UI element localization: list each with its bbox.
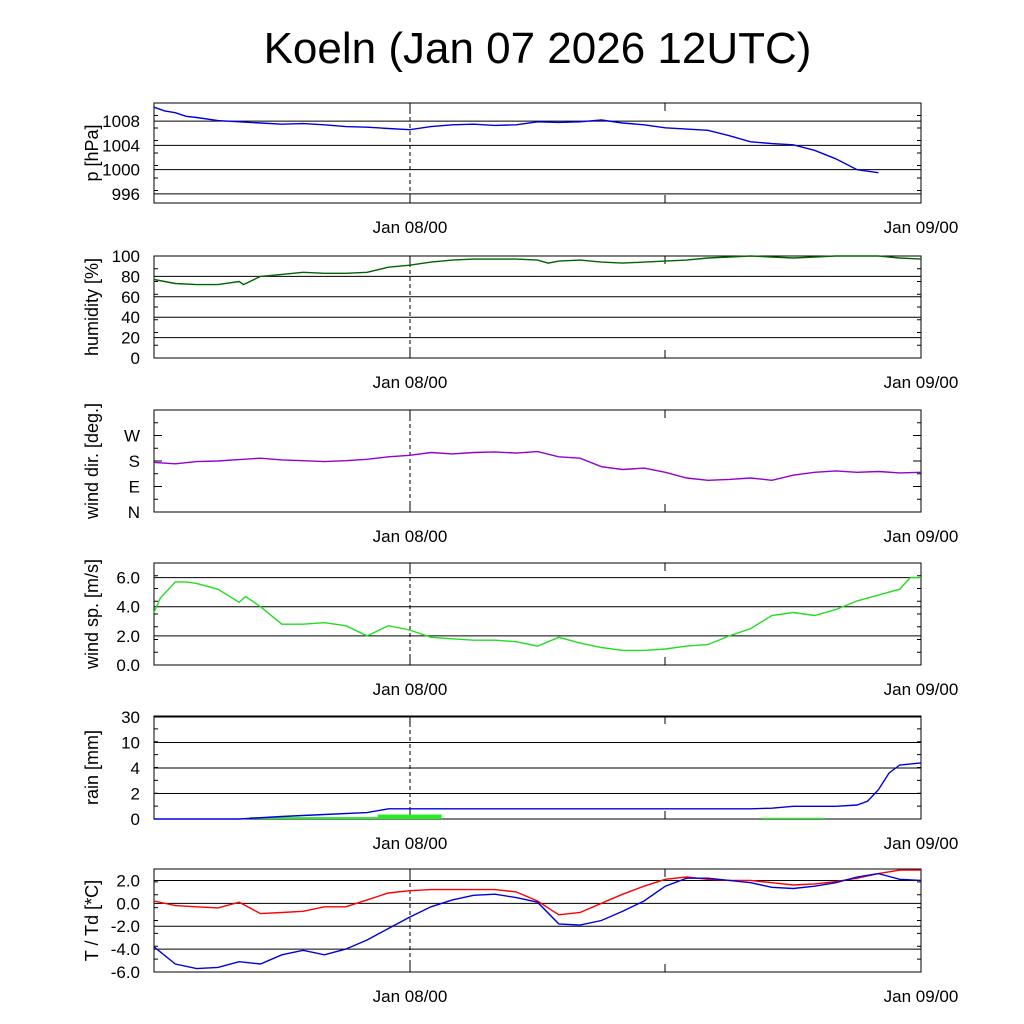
x-tick-label: Jan 08/00 xyxy=(373,834,448,853)
y-tick-label: S xyxy=(129,452,140,471)
panel-frame xyxy=(153,102,922,204)
y-tick-label: 0.0 xyxy=(116,656,140,675)
y-tick-label: 0 xyxy=(131,349,140,368)
x-tick-label: Jan 08/00 xyxy=(373,373,448,392)
series-line-0 xyxy=(153,450,922,482)
series-line-0 xyxy=(153,576,921,652)
rain-bar xyxy=(249,817,378,819)
y-tick-label: 4.0 xyxy=(116,598,140,617)
y-axis-label: rain [mm] xyxy=(82,730,102,805)
y-tick-label: 0 xyxy=(131,810,140,829)
chart-title: Koeln (Jan 07 2026 12UTC) xyxy=(263,24,812,73)
x-tick-label: Jan 08/00 xyxy=(373,527,448,546)
series-line-0 xyxy=(153,106,879,174)
y-tick-label: -6.0 xyxy=(111,963,140,982)
y-tick-label: E xyxy=(129,478,140,497)
series-line-0 xyxy=(154,762,922,820)
y-tick-label: 1000 xyxy=(102,161,140,180)
x-tick-label: Jan 09/00 xyxy=(884,680,959,699)
y-tick-label: 20 xyxy=(121,329,140,348)
y-tick-label: 100 xyxy=(112,247,140,266)
rain-bar xyxy=(377,814,442,819)
y-tick-label: 2 xyxy=(131,785,140,804)
y-tick-label: -2.0 xyxy=(111,917,140,936)
y-tick-label: 30 xyxy=(121,708,140,727)
y-axis-label: T / Td [*C] xyxy=(82,880,102,961)
series-line-0 xyxy=(153,255,922,286)
y-tick-label: 996 xyxy=(112,185,140,204)
panel-frame xyxy=(153,255,922,359)
y-tick-label: 80 xyxy=(121,267,140,286)
y-tick-label: 1008 xyxy=(102,112,140,131)
y-tick-label: -4.0 xyxy=(111,940,140,959)
x-tick-label: Jan 09/00 xyxy=(884,834,959,853)
x-tick-label: Jan 09/00 xyxy=(884,987,959,1006)
x-tick-label: Jan 08/00 xyxy=(373,987,448,1006)
y-tick-label: 6.0 xyxy=(116,569,140,588)
y-axis-label: wind sp. [m/s] xyxy=(82,559,102,670)
series-line-0 xyxy=(153,869,921,916)
series-line-1 xyxy=(153,872,922,970)
y-axis-label: p [hPa] xyxy=(82,124,102,181)
y-axis-label: wind dir. [deg.] xyxy=(82,403,102,520)
y-tick-label: 2.0 xyxy=(116,627,140,646)
y-tick-label: W xyxy=(124,427,140,446)
x-tick-label: Jan 09/00 xyxy=(884,373,959,392)
x-tick-label: Jan 08/00 xyxy=(373,680,448,699)
y-tick-label: 60 xyxy=(121,288,140,307)
y-tick-label: 10 xyxy=(121,734,140,753)
y-tick-label: 4 xyxy=(131,759,140,778)
y-tick-label: 40 xyxy=(121,308,140,327)
x-tick-label: Jan 09/00 xyxy=(884,218,959,237)
rain-bar xyxy=(761,817,826,819)
y-tick-label: N xyxy=(128,503,140,522)
x-tick-label: Jan 08/00 xyxy=(373,218,448,237)
y-axis-label: humidity [%] xyxy=(82,258,102,356)
y-tick-label: 1004 xyxy=(102,136,140,155)
panel-frame xyxy=(153,409,922,513)
x-tick-label: Jan 09/00 xyxy=(884,527,959,546)
y-tick-label: 2.0 xyxy=(116,871,140,890)
y-tick-label: 0.0 xyxy=(116,894,140,913)
